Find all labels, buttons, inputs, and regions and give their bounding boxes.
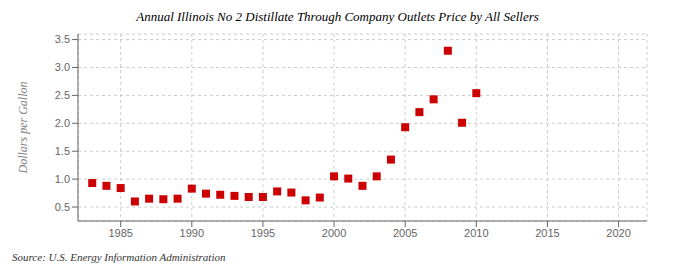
svg-text:2020: 2020	[606, 227, 630, 239]
svg-text:2005: 2005	[393, 227, 417, 239]
svg-text:1985: 1985	[108, 227, 132, 239]
svg-text:1990: 1990	[180, 227, 204, 239]
svg-text:2015: 2015	[535, 227, 559, 239]
svg-text:Dollars per Gallon: Dollars per Gallon	[16, 81, 30, 174]
svg-text:3.5: 3.5	[55, 33, 70, 45]
svg-text:1995: 1995	[251, 227, 275, 239]
html-text:Annual Illinois No 2 Distillat: Annual Illinois No 2 Distillate Through …	[136, 9, 539, 24]
svg-text:0.5: 0.5	[55, 201, 70, 213]
svg-text:3.0: 3.0	[55, 61, 70, 73]
html-text:Source: U.S. Energy Informatio: Source: U.S. Energy Information Administ…	[12, 251, 226, 263]
svg-text:1.5: 1.5	[55, 145, 70, 157]
svg-text:2000: 2000	[322, 227, 346, 239]
svg-text:2010: 2010	[464, 227, 488, 239]
svg-text:2.0: 2.0	[55, 117, 70, 129]
svg-text:2.5: 2.5	[55, 89, 70, 101]
svg-text:1.0: 1.0	[55, 173, 70, 185]
